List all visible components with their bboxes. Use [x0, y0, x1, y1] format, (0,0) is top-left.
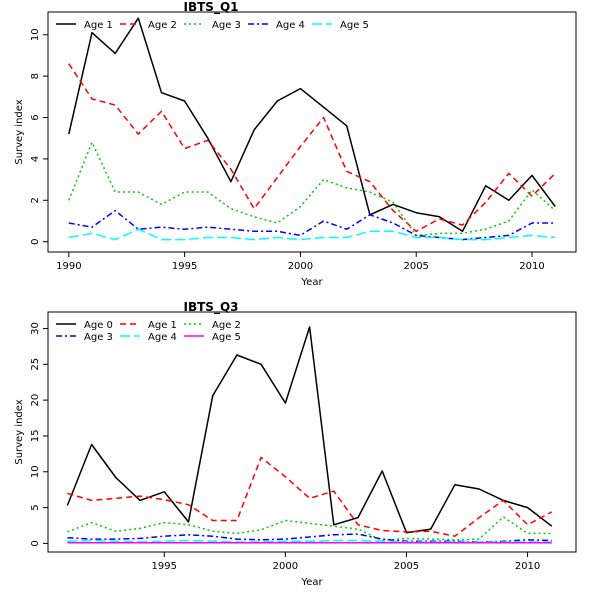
legend-label: Age 2	[212, 320, 241, 331]
y-tick-label: 6	[30, 114, 41, 120]
series-line-age-1	[68, 17, 556, 233]
y-tick-label: 10	[30, 465, 41, 478]
y-axis-label: Survey index	[14, 399, 25, 464]
x-axis-label: Year	[300, 577, 323, 588]
legend-label: Age 3	[212, 20, 241, 31]
y-tick-label: 15	[30, 430, 41, 443]
series-line-age-1	[67, 456, 553, 537]
y-tick-label: 25	[30, 358, 41, 371]
y-tick-label: 2	[30, 197, 41, 203]
y-tick-label: 20	[30, 394, 41, 407]
plot-frame	[47, 11, 577, 253]
chart-title: IBTS_Q3	[184, 300, 239, 315]
legend-label: Age 1	[84, 20, 113, 31]
y-tick-label: 30	[30, 322, 41, 335]
x-tick-label: 1995	[172, 261, 197, 272]
legend-label: Age 4	[276, 20, 305, 31]
series-line-age-2	[68, 63, 556, 233]
legend-label: Age 2	[148, 20, 177, 31]
plot-frame	[47, 311, 577, 553]
series-line-age-4	[67, 539, 552, 543]
x-tick-label: 2000	[273, 561, 298, 572]
x-tick-label: 2010	[519, 261, 544, 272]
y-tick-label: 4	[30, 156, 41, 162]
y-tick-label: 8	[30, 73, 41, 79]
x-tick-label: 2005	[403, 261, 428, 272]
legend-label: Age 5	[340, 20, 369, 31]
y-tick-label: 5	[30, 504, 41, 510]
legend-label: Age 5	[212, 332, 241, 343]
legend-label: Age 0	[84, 320, 113, 331]
x-tick-label: 1995	[152, 561, 177, 572]
chart-panel-q3: IBTS_Q3 Year Survey index 1995 2000 2005 20…	[14, 300, 577, 588]
series-line-age-4	[68, 209, 556, 241]
x-tick-label: 1990	[56, 261, 81, 272]
y-tick-label: 10	[30, 28, 41, 41]
series-line-age-3	[67, 533, 552, 543]
legend-label: Age 3	[84, 332, 113, 343]
legend-label: Age 1	[148, 320, 177, 331]
chart-title: IBTS_Q1	[184, 0, 239, 15]
y-axis-label: Survey index	[14, 99, 25, 164]
x-tick-label: 2000	[288, 261, 313, 272]
chart-panel-q1: IBTS_Q1 Year Survey index 1990 1995 2000 20…	[14, 0, 577, 288]
legend-label: Age 4	[148, 332, 177, 343]
x-axis-label: Year	[300, 277, 323, 288]
series-line-age-5	[68, 228, 556, 241]
x-tick-label: 2005	[394, 561, 419, 572]
y-tick-label: 0	[30, 540, 41, 546]
x-tick-label: 2010	[515, 561, 540, 572]
y-tick-label: 0	[30, 238, 41, 244]
